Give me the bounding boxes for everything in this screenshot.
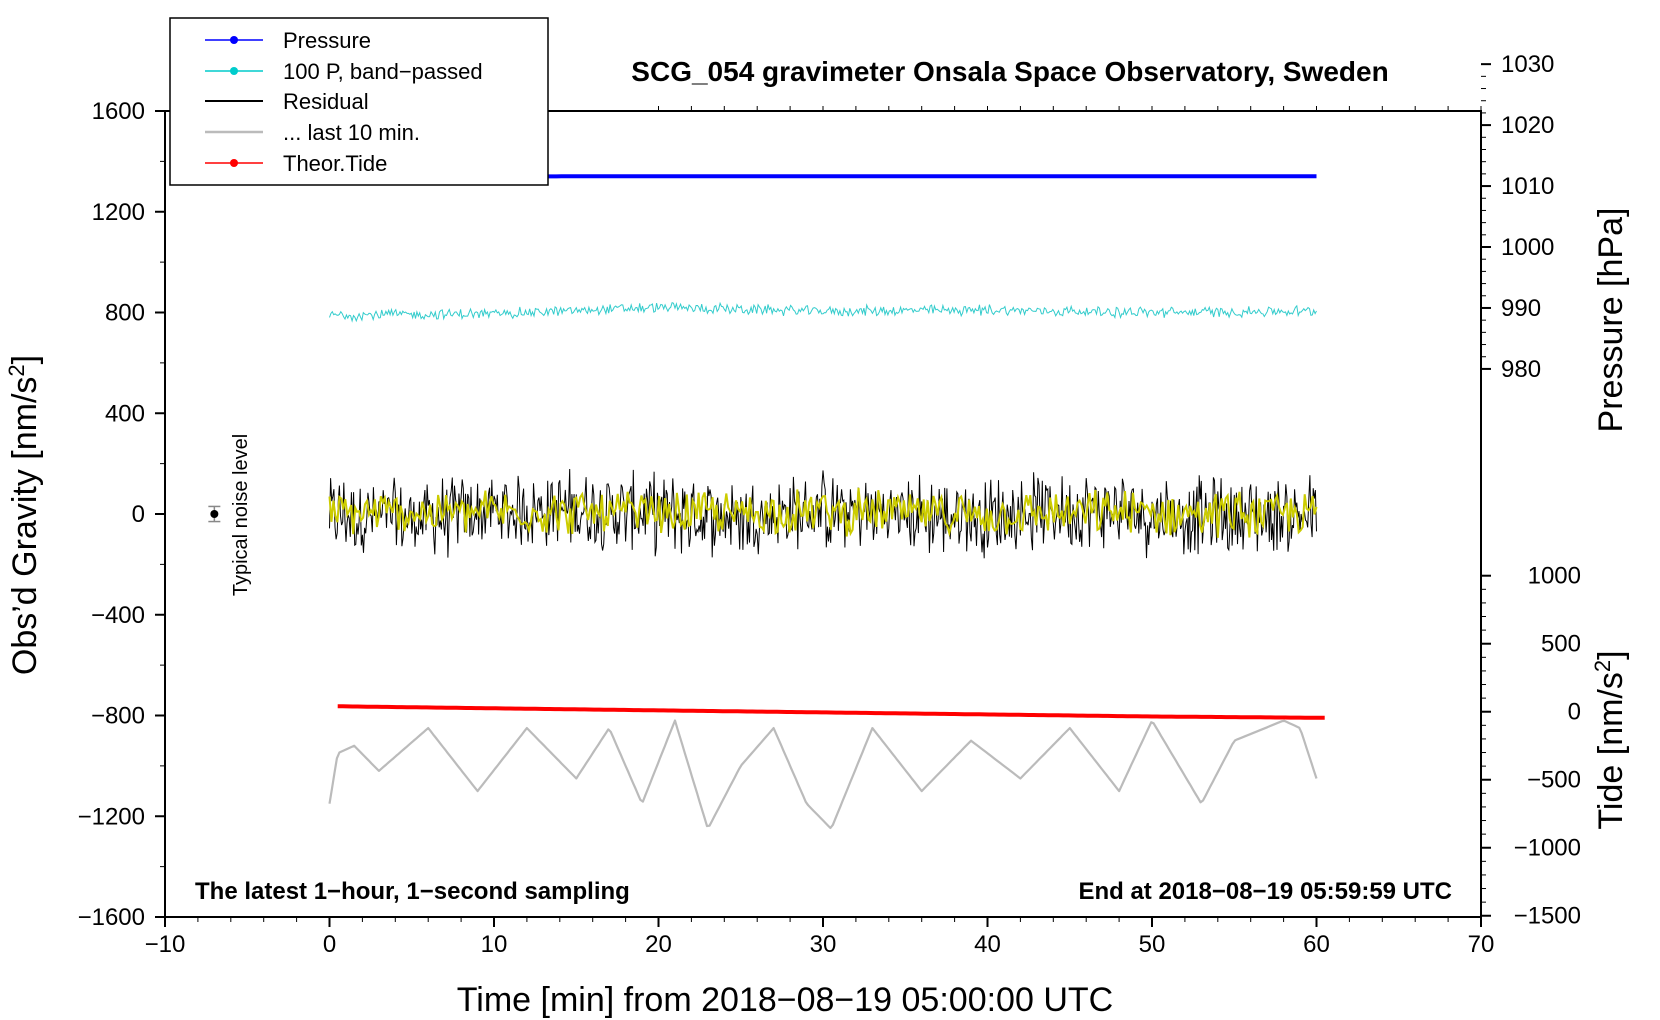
y-tick-label: 400 xyxy=(105,400,145,427)
pressure-tick-label: 1020 xyxy=(1501,112,1554,139)
tide-tick-label: 500 xyxy=(1541,631,1581,658)
y-tick-label: 0 xyxy=(132,501,145,528)
series-last-10-min xyxy=(328,719,1318,830)
y-axis-title-left: Obs’d Gravity [nm/s2] xyxy=(4,355,44,675)
legend-item-residual: Residual xyxy=(205,89,369,114)
legend: Pressure 100 P, band−passed Residual ...… xyxy=(169,17,549,186)
x-tick-label: 50 xyxy=(1139,931,1166,958)
legend-item-last10min: ... last 10 min. xyxy=(205,120,420,145)
x-axis-title: Time [min] from 2018−08−19 05:00:00 UTC xyxy=(457,981,1113,1019)
svg-text:Theor.Tide: Theor.Tide xyxy=(283,151,387,176)
noise-label: Typical noise level xyxy=(230,434,252,596)
y-axis-title-pressure: Pressure [hPa] xyxy=(1592,208,1630,433)
x-tick-label: 0 xyxy=(323,931,336,958)
legend-item-bandpassed: 100 P, band−passed xyxy=(205,59,483,84)
axes: −10 0 10 20 30 40 50 60 70160012008004000−400−80… xyxy=(78,51,1581,958)
series-residual xyxy=(329,468,1317,559)
noise-point xyxy=(210,510,219,518)
legend-item-tide: Theor.Tide xyxy=(205,151,387,176)
series-theoretical-tide xyxy=(337,704,1325,720)
x-tick-label: 40 xyxy=(974,931,1001,958)
svg-text:... last 10 min.: ... last 10 min. xyxy=(283,120,420,145)
svg-text:Residual: Residual xyxy=(283,89,369,114)
series-layer xyxy=(328,174,1325,830)
svg-text:Pressure: Pressure xyxy=(283,28,371,53)
y-tick-label: −1200 xyxy=(78,803,145,830)
pressure-tick-label: 1000 xyxy=(1501,234,1554,261)
y-tick-label: 1600 xyxy=(92,98,145,125)
y-tick-label: −800 xyxy=(91,703,145,730)
y-tick-label: −1600 xyxy=(78,904,145,931)
y-tick-label: 1200 xyxy=(92,199,145,226)
tide-tick-label: −1000 xyxy=(1514,835,1581,862)
legend-item-pressure: Pressure xyxy=(205,28,371,53)
x-tick-label: 70 xyxy=(1468,931,1495,958)
chart-title: SCG_054 gravimeter Onsala Space Observat… xyxy=(631,56,1388,87)
annotation-right: End at 2018−08−19 05:59:59 UTC xyxy=(1078,878,1452,905)
x-tick-label: −10 xyxy=(145,931,186,958)
tide-tick-label: −1500 xyxy=(1514,903,1581,930)
x-tick-label: 10 xyxy=(481,931,508,958)
x-tick-label: 30 xyxy=(810,931,837,958)
pressure-tick-label: 990 xyxy=(1501,295,1541,322)
x-tick-label: 20 xyxy=(645,931,672,958)
tide-tick-label: 0 xyxy=(1568,699,1581,726)
series-residual-smoothed xyxy=(328,487,1318,538)
pressure-tick-label: 1010 xyxy=(1501,173,1554,200)
noise-marker xyxy=(208,505,221,523)
tide-tick-label: −500 xyxy=(1527,767,1581,794)
series-bandpassed-pressure xyxy=(329,301,1317,323)
tide-tick-label: 1000 xyxy=(1528,563,1581,590)
x-tick-label: 60 xyxy=(1303,931,1330,958)
y-tick-label: −400 xyxy=(91,602,145,629)
annotation-left: The latest 1−hour, 1−second sampling xyxy=(195,878,630,905)
pressure-tick-label: 980 xyxy=(1501,356,1541,383)
pressure-tick-label: 1030 xyxy=(1501,51,1554,78)
svg-text:100 P, band−passed: 100 P, band−passed xyxy=(283,59,483,84)
y-axis-title-tide: Tide [nm/s2] xyxy=(1590,650,1630,829)
y-tick-label: 800 xyxy=(105,300,145,327)
